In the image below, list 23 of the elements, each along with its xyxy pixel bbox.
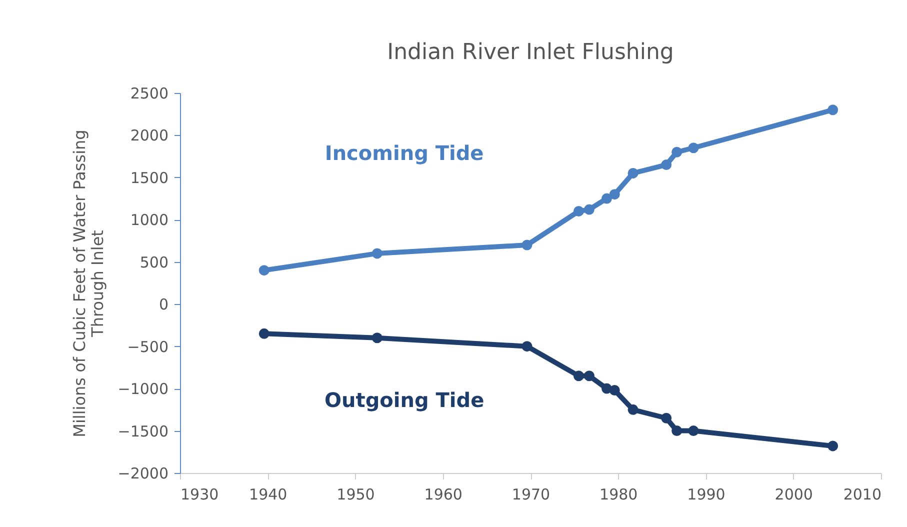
y-tick-label: −500 [127, 338, 168, 356]
x-tick-label: 1940 [249, 486, 288, 504]
x-tick-label: 1970 [512, 486, 550, 504]
y-tick-label: 0 [158, 296, 168, 314]
x-tick-label: 1960 [424, 486, 462, 504]
x-tick-label: 1990 [687, 486, 726, 504]
x-tick-label: 1980 [600, 486, 638, 504]
y-tick-label: −2000 [118, 464, 168, 482]
x-tick-label: 1950 [336, 486, 375, 504]
chart-title: Indian River Inlet Flushing [387, 40, 674, 65]
text: Outgoing Tide [324, 388, 484, 412]
y-tick-label: 1000 [130, 211, 168, 230]
x-tick-label: 1930 [180, 486, 219, 504]
y-tick-label: 2500 [130, 84, 168, 102]
x-tick-label: 2010 [843, 486, 882, 504]
text: Incoming Tide [324, 140, 484, 165]
y-tick-label: 1500 [130, 168, 168, 187]
y-tick-label: −1000 [118, 380, 168, 398]
y-tick-label: 500 [140, 253, 168, 272]
x-tick-label: 2000 [774, 486, 813, 504]
y-tick-label: 2000 [130, 126, 168, 145]
y-axis-title: Millions of Cubic Feet of Water Passing Through Inlet [70, 130, 107, 438]
y-tick-label: −1500 [118, 422, 168, 440]
